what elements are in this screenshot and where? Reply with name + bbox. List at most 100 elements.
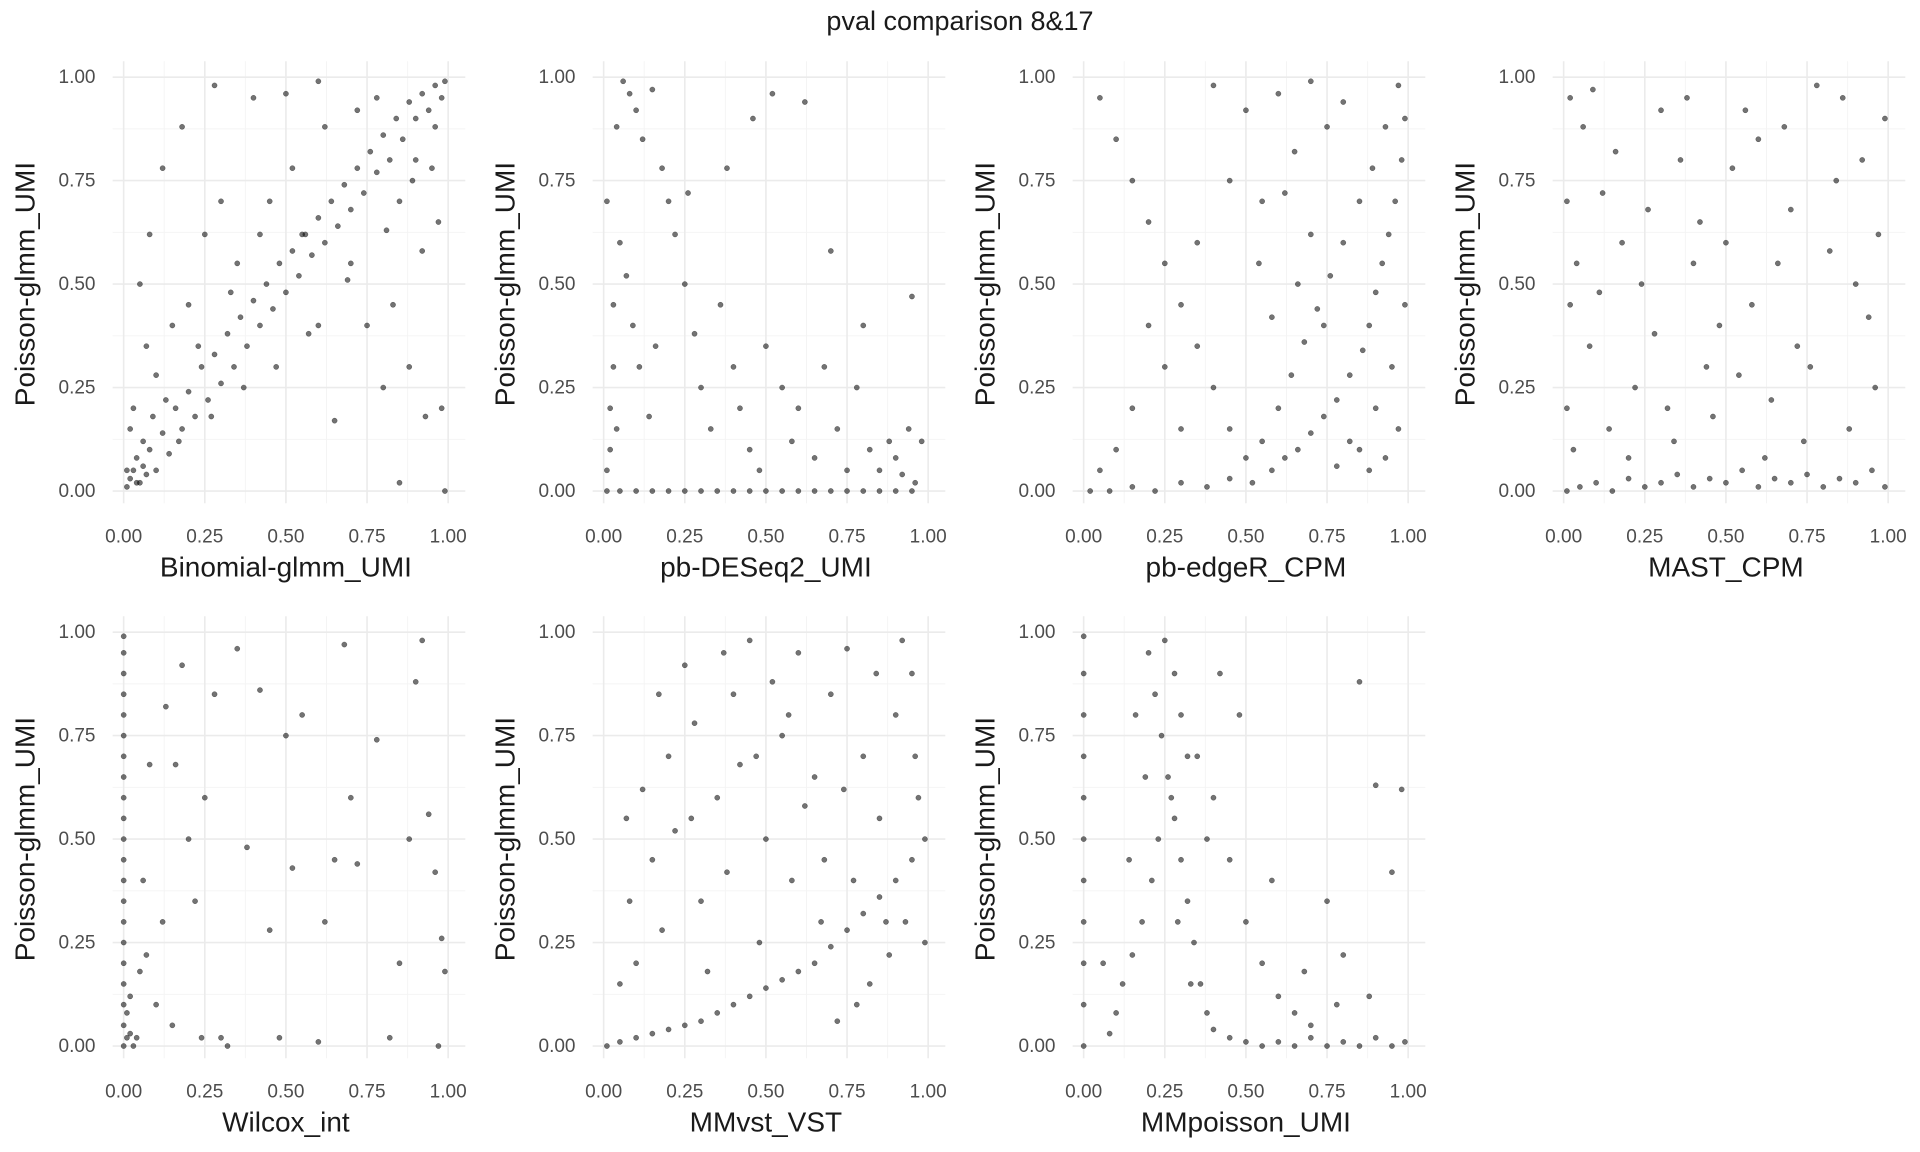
data-point	[396, 479, 403, 486]
data-point	[892, 877, 899, 883]
data-point	[127, 426, 133, 432]
data-point	[1301, 339, 1308, 345]
data-point	[844, 645, 850, 652]
data-point	[289, 165, 296, 171]
data-point	[328, 198, 335, 205]
data-point	[412, 678, 419, 685]
data-point	[1194, 343, 1201, 349]
data-point	[1781, 124, 1788, 130]
data-point	[1703, 364, 1710, 370]
data-point	[704, 968, 711, 975]
data-point	[1191, 939, 1197, 946]
y-tick-label: 1.00	[59, 622, 96, 643]
x-tick-label: 0.50	[1707, 526, 1744, 547]
data-point	[1564, 488, 1570, 494]
data-point	[133, 1034, 140, 1041]
y-tick-label: 0.75	[59, 725, 96, 746]
data-point	[120, 633, 127, 639]
data-point	[714, 1009, 721, 1016]
data-point	[1359, 347, 1366, 354]
data-point	[604, 1042, 610, 1049]
data-point	[1269, 314, 1275, 320]
data-point	[834, 1018, 841, 1024]
data-point	[120, 773, 127, 780]
data-point	[399, 136, 406, 143]
data-point	[120, 815, 127, 821]
data-point	[1677, 157, 1684, 163]
data-point	[795, 968, 802, 975]
grid	[592, 61, 946, 504]
data-point	[763, 488, 769, 494]
data-point	[344, 277, 351, 283]
data-point	[1736, 372, 1742, 378]
y-tick-label: 0.50	[539, 274, 576, 295]
x-tick-label: 0.25	[666, 526, 703, 547]
data-point	[1080, 670, 1087, 677]
data-point	[1113, 136, 1119, 143]
data-point	[250, 297, 257, 304]
data-point	[1333, 397, 1340, 403]
data-point	[811, 960, 818, 966]
x-tick-label: 0.00	[105, 1081, 142, 1102]
data-point	[1593, 479, 1599, 486]
data-point	[795, 405, 802, 412]
data-point	[626, 898, 633, 904]
data-point	[1804, 471, 1810, 478]
data-point	[120, 835, 127, 842]
points	[604, 78, 925, 494]
data-point	[1392, 198, 1398, 205]
data-point	[1275, 993, 1282, 999]
data-point	[1308, 1034, 1314, 1041]
x-tick-label: 1.00	[1390, 1081, 1427, 1102]
data-point	[652, 343, 659, 349]
scatter-panel-4: 0.00 0.00 0.25 0.25 0.50 0.50 0.75 0.75 1.00 1.00…	[1440, 0, 1920, 583]
data-point	[1366, 993, 1373, 999]
data-point	[681, 1022, 688, 1028]
data-point	[1161, 260, 1168, 267]
data-point	[1674, 471, 1681, 478]
data-point	[1080, 633, 1087, 639]
data-point	[876, 893, 883, 900]
data-point	[348, 206, 354, 213]
data-point	[1641, 484, 1648, 490]
data-point	[665, 1026, 672, 1032]
data-point	[720, 649, 727, 656]
data-point	[834, 426, 841, 432]
data-point	[1113, 446, 1119, 453]
data-point	[1389, 869, 1395, 875]
data-point	[1152, 488, 1158, 494]
data-point	[828, 488, 834, 494]
data-point	[120, 732, 127, 739]
data-point	[124, 1009, 130, 1016]
data-point	[373, 95, 380, 101]
y-tick-label: 1.00	[539, 622, 576, 643]
data-point	[442, 78, 448, 85]
data-point	[1567, 95, 1573, 101]
data-point	[266, 198, 273, 205]
data-point	[172, 761, 179, 768]
data-point	[828, 943, 834, 950]
y-tick-label: 0.75	[539, 171, 576, 192]
data-point	[1606, 426, 1612, 432]
data-point	[1625, 455, 1632, 461]
data-point	[130, 467, 137, 474]
data-point	[1161, 364, 1168, 370]
data-point	[639, 136, 646, 143]
data-point	[1651, 330, 1658, 337]
data-point	[633, 107, 639, 114]
data-point	[1768, 397, 1775, 403]
x-tick-label: 0.50	[747, 526, 784, 547]
data-point	[883, 918, 889, 925]
data-point	[1217, 670, 1223, 677]
x-tick-label: 0.25	[186, 526, 223, 547]
data-point	[1664, 405, 1671, 412]
grid	[112, 61, 466, 504]
x-axis-title: Wilcox_int	[222, 1106, 350, 1137]
data-point	[714, 488, 721, 494]
x-axis-title: MMpoisson_UMI	[1141, 1106, 1351, 1137]
data-point	[876, 488, 883, 494]
scatter-panel-6: 0.00 0.00 0.25 0.25 0.50 0.50 0.75 0.75 1.00 1.00…	[480, 555, 960, 1137]
data-point	[438, 405, 445, 412]
data-point	[785, 711, 792, 718]
data-point	[909, 293, 915, 300]
